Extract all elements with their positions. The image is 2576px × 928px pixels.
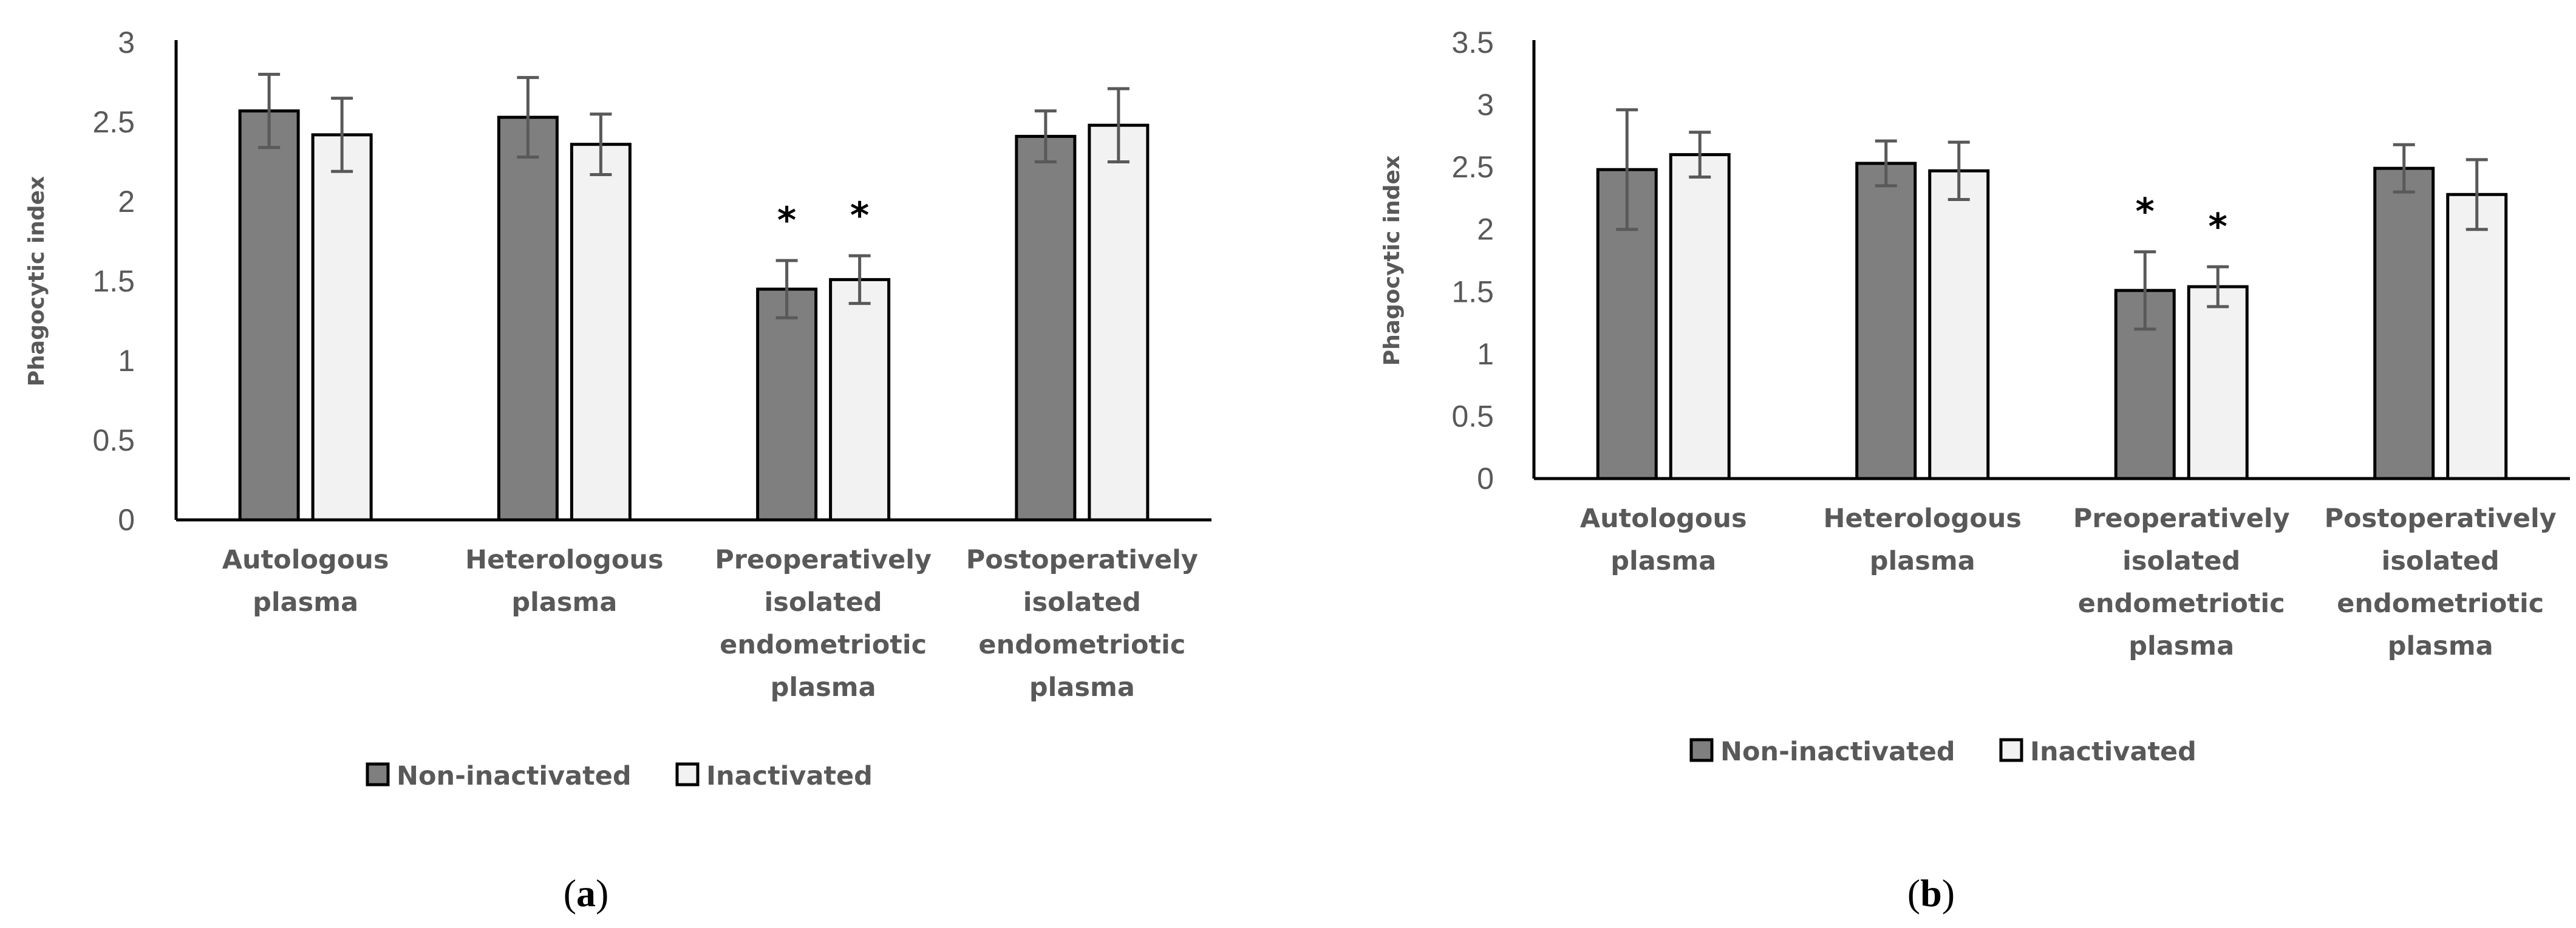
- chart1-bar-inactivated: [570, 143, 632, 522]
- chart2-legend-swatch-inactivated: [1999, 738, 2023, 762]
- chart1-category-label: Autologous: [222, 545, 389, 575]
- chart2-category-label: endometriotic: [2337, 589, 2544, 619]
- chart1-category-label: plasma: [253, 587, 358, 618]
- chart2-y-tick-label: 0.5: [1451, 399, 1494, 433]
- chart2-category-label: Preoperatively: [2073, 503, 2290, 534]
- chart2-bar-inactivated: [2446, 193, 2508, 480]
- chart1-category-label: Heterologous: [465, 545, 663, 575]
- chart2-category-label: Autologous: [1580, 503, 1747, 534]
- chart1-legend-swatch-inactivated: [675, 762, 700, 786]
- chart1-significance-marker: *: [850, 194, 869, 237]
- chart1-category-label: endometriotic: [978, 630, 1185, 660]
- chart1-panel-label: (a): [564, 872, 609, 915]
- chart2-y-tick-label: 2.5: [1451, 150, 1494, 184]
- chart1-bar-non-inactivated: [756, 287, 818, 522]
- chart2-y-tick-label: 3: [1477, 88, 1494, 122]
- chart1-category-label: isolated: [1023, 587, 1141, 618]
- chart1-error-bar: [590, 112, 612, 176]
- chart2-bar-inactivated: [1669, 153, 1731, 480]
- chart1-error-bar: [258, 72, 281, 149]
- chart2-category-label: plasma: [2128, 631, 2234, 661]
- chart2-legend-label: Inactivated: [2030, 737, 2196, 767]
- chart2-error-bar: [2393, 143, 2415, 194]
- chart1-category-label: plasma: [771, 672, 876, 703]
- chart2-significance-marker: *: [2209, 205, 2227, 248]
- chart1-y-tick-label: 1: [118, 344, 135, 378]
- chart-panel-a: 0 0.5 1 1.5 2 2.5 3 Phagocytic index Autologous p…: [24, 26, 1211, 915]
- chart1-y-tick-label: 2: [118, 185, 135, 219]
- chart2-y-tick-label: 1.5: [1451, 275, 1494, 309]
- chart1-significance-marker: *: [777, 199, 796, 242]
- chart1-y-tick-label: 2.5: [92, 105, 135, 139]
- chart2-legend: Non-inactivated Inactivated: [1689, 737, 2196, 767]
- chart1-panel-letter: a: [576, 872, 596, 915]
- chart1-bar-inactivated: [829, 278, 891, 522]
- chart2-error-bar: [2207, 265, 2229, 309]
- chart2-bar-non-inactivated: [1855, 162, 1917, 480]
- chart2-y-tick-label: 2: [1477, 213, 1494, 247]
- chart2-category-label: Postoperatively: [2325, 503, 2557, 534]
- chart1-legend-swatch-non-inactivated: [366, 762, 390, 786]
- chart1-y-tick-label: 0: [118, 503, 135, 537]
- chart1-legend: Non-inactivated Inactivated: [366, 761, 873, 791]
- chart1-error-bar: [517, 76, 539, 159]
- chart2-y-tick-label: 0: [1477, 462, 1494, 496]
- chart2-bar-non-inactivated: [2373, 166, 2435, 480]
- chart1-error-bar: [331, 97, 353, 173]
- chart2-panel-letter: b: [1920, 872, 1942, 915]
- chart1-error-bar: [848, 254, 871, 305]
- chart2-category-label: Heterologous: [1824, 503, 2022, 534]
- chart1-category-label: Preoperatively: [715, 545, 932, 575]
- chart2-bar-inactivated: [2187, 285, 2249, 480]
- chart1-bar-inactivated: [311, 133, 373, 522]
- chart2-y-axis-title: Phagocytic index: [1380, 155, 1405, 366]
- chart2-category-label: plasma: [1610, 546, 1716, 576]
- chart2-error-bar: [2134, 250, 2156, 331]
- chart2-category-label: isolated: [2382, 546, 2499, 576]
- chart2-error-bar: [1947, 140, 1970, 201]
- chart1-y-tick-label: 0.5: [92, 423, 135, 457]
- chart1-error-bar: [1034, 109, 1057, 163]
- chart1-bar-inactivated: [1088, 123, 1150, 522]
- chart2-significance-marker: *: [2136, 191, 2155, 233]
- chart2-category-label: endometriotic: [2078, 589, 2285, 619]
- chart1-y-axis-title: Phagocytic index: [24, 176, 49, 386]
- chart-panel-b: 0 0.5 1 1.5 2 2.5 3 3.5 Phagocytic index Autologo…: [1380, 26, 2570, 915]
- chart1-error-bar: [1107, 87, 1130, 163]
- chart2-error-bar: [1875, 139, 1897, 188]
- chart2-category-label: plasma: [1870, 546, 1975, 576]
- chart1-legend-label: Non-inactivated: [397, 761, 632, 791]
- chart2-category-label: plasma: [2388, 631, 2493, 661]
- chart2-category-label: isolated: [2122, 546, 2240, 576]
- chart1-category-label: endometriotic: [720, 630, 927, 660]
- chart2-error-bar: [1616, 108, 1638, 231]
- chart1-error-bar: [775, 259, 798, 319]
- chart1-bar-non-inactivated: [497, 115, 559, 522]
- chart1-category-label: Postoperatively: [966, 545, 1198, 575]
- chart2-bar-inactivated: [1928, 169, 1990, 480]
- chart1-category-label: plasma: [511, 587, 617, 618]
- chart2-y-tick-label: 1: [1477, 337, 1494, 371]
- chart2-error-bar: [1689, 131, 1711, 179]
- chart2-panel-label: (b): [1907, 872, 1955, 915]
- chart1-bar-non-inactivated: [238, 109, 300, 522]
- chart2-legend-swatch-non-inactivated: [1689, 738, 1714, 762]
- chart1-y-tick-label: 1.5: [92, 264, 135, 298]
- chart1-y-tick-label: 3: [118, 26, 135, 60]
- chart1-legend-label: Inactivated: [706, 761, 873, 791]
- chart2-legend-label: Non-inactivated: [1720, 737, 1955, 767]
- chart2-error-bar: [2465, 158, 2488, 231]
- chart1-bar-non-inactivated: [1015, 135, 1077, 522]
- chart1-category-label: isolated: [765, 587, 882, 618]
- chart2-y-tick-label: 3.5: [1451, 26, 1494, 60]
- chart1-category-label: plasma: [1029, 672, 1135, 703]
